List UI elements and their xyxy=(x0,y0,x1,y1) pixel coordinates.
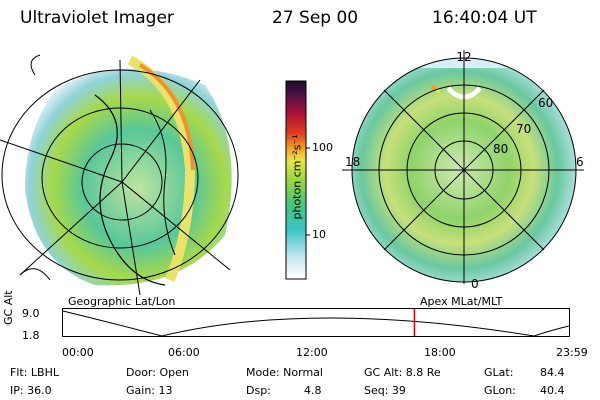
colorbar-tick-100: 100 xyxy=(312,141,333,154)
time-tick-1800: 18:00 xyxy=(424,346,456,359)
colorbar-unit-label: photon cm⁻²s⁻¹ xyxy=(290,134,304,220)
altitude-tick-max: 9.0 xyxy=(22,307,40,320)
glon-label: GLon: xyxy=(484,384,516,397)
door-value: Door: Open xyxy=(126,366,189,379)
colorbar-tick-10: 10 xyxy=(312,228,326,241)
time-label: 16:40:04 UT xyxy=(432,8,537,28)
instrument-title: Ultraviolet Imager xyxy=(20,8,174,28)
mode-value: Mode: Normal xyxy=(246,366,323,379)
altitude-tick-min: 1.8 xyxy=(22,329,40,342)
altitude-timeline-plot xyxy=(62,308,570,337)
left-panel-caption: Geographic Lat/Lon xyxy=(68,295,176,308)
geographic-auroral-image xyxy=(0,54,239,295)
glon-value: 40.4 xyxy=(540,384,565,397)
intensity-colorbar xyxy=(285,80,310,280)
gc-alt-value: GC Alt: 8.8 Re xyxy=(364,366,441,379)
time-tick-1200: 12:00 xyxy=(296,346,328,359)
dsp-label: Dsp: xyxy=(246,384,271,397)
mlat-label-60: 60 xyxy=(538,96,553,110)
apex-polar-plot: 12 18 6 0 60 70 80 xyxy=(342,50,584,291)
time-tick-0000: 00:00 xyxy=(62,346,94,359)
altitude-axis-label: GC Alt xyxy=(2,290,15,325)
time-tick-2359: 23:59 xyxy=(556,346,588,359)
filter-value: Flt: LBHL xyxy=(10,366,59,379)
mlt-label-0: 0 xyxy=(471,277,479,291)
glat-value: 84.4 xyxy=(540,366,565,379)
gain-value: Gain: 13 xyxy=(126,384,173,397)
mlt-label-18: 18 xyxy=(345,155,360,169)
right-panel-caption: Apex MLat/MLT xyxy=(420,295,503,308)
mlat-label-70: 70 xyxy=(516,122,531,136)
mlat-label-80: 80 xyxy=(493,142,508,156)
ip-value: IP: 36.0 xyxy=(10,384,52,397)
mlt-label-6: 6 xyxy=(576,155,584,169)
date-label: 27 Sep 00 xyxy=(272,8,359,28)
time-tick-0600: 06:00 xyxy=(168,346,200,359)
mlt-label-12: 12 xyxy=(456,50,471,64)
sequence-value: Seq: 39 xyxy=(364,384,406,397)
dsp-value: 4.8 xyxy=(304,384,322,397)
glat-label: GLat: xyxy=(484,366,514,379)
